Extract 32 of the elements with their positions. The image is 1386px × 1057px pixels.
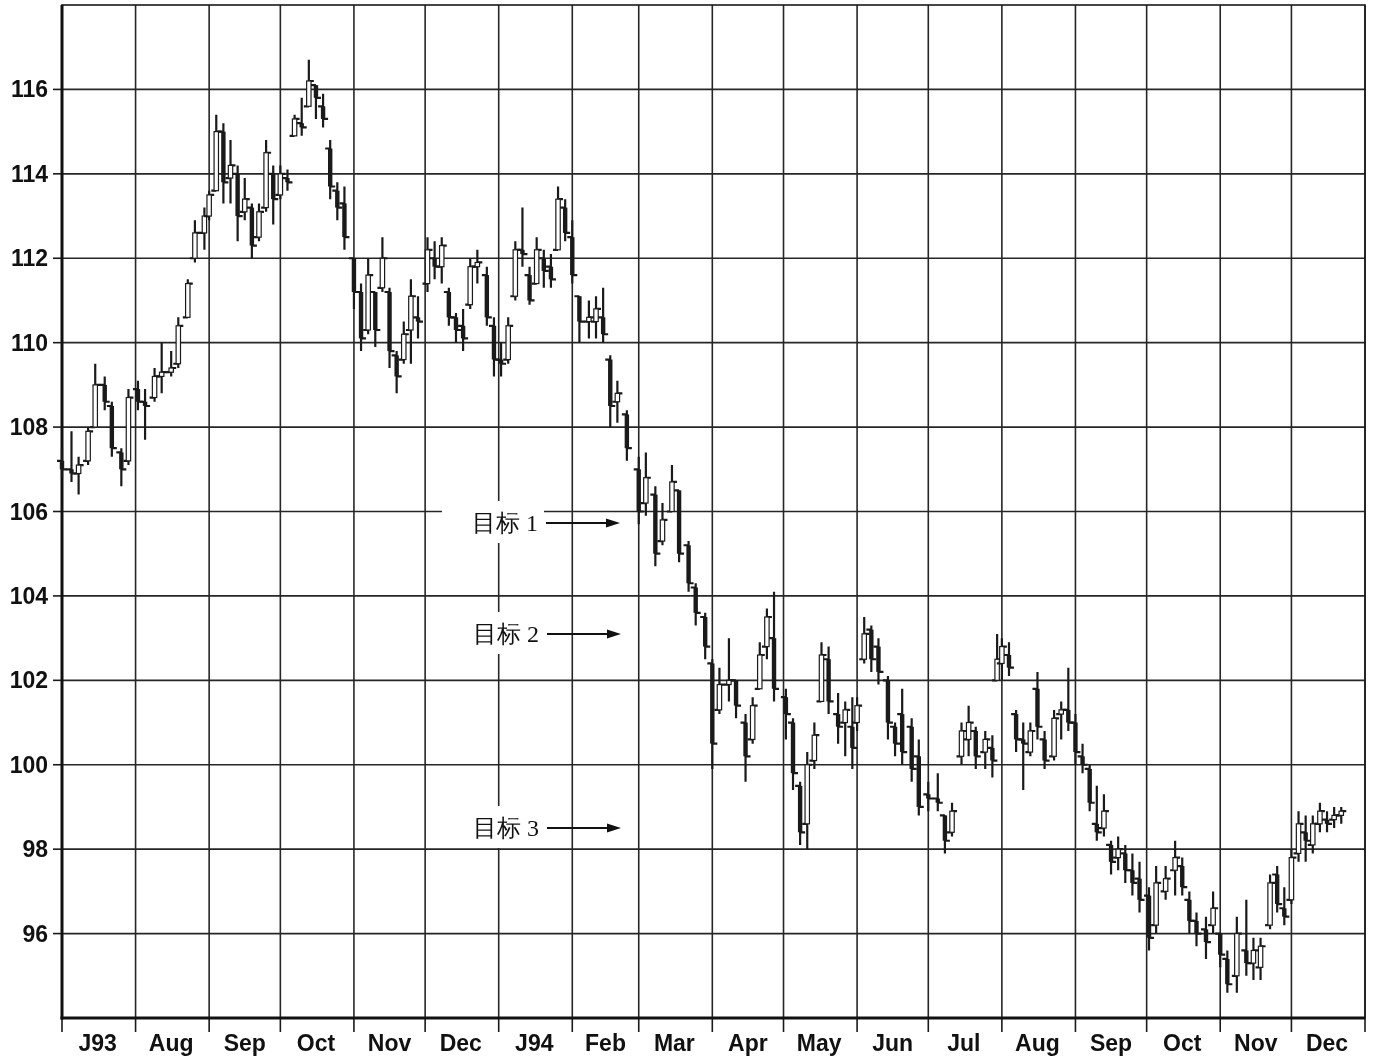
x-tick-label: J94 xyxy=(515,1030,554,1056)
x-tick-label: Feb xyxy=(585,1030,626,1056)
x-tick-label: Mar xyxy=(653,1030,695,1056)
y-tick-label: 102 xyxy=(9,667,48,694)
y-tick-label: 108 xyxy=(9,414,49,441)
y-tick-label: 104 xyxy=(9,582,49,609)
x-tick-label: Nov xyxy=(1234,1030,1278,1056)
y-tick-label: 96 xyxy=(22,920,48,947)
x-tick-label: Aug xyxy=(148,1030,194,1056)
annotation: 目标 1 xyxy=(472,510,538,536)
y-tick-label: 114 xyxy=(10,160,49,187)
x-tick-label: Dec xyxy=(1305,1030,1349,1056)
x-tick-label: Jul xyxy=(947,1030,981,1056)
annotation: 目标 2 xyxy=(473,621,539,647)
x-tick-label: Sep xyxy=(223,1030,266,1056)
x-tick-label: Oct xyxy=(296,1030,336,1056)
x-tick-label: J93 xyxy=(78,1030,117,1056)
y-tick-label: 98 xyxy=(22,836,49,863)
y-tick-label: 106 xyxy=(9,498,48,525)
y-tick-label: 110 xyxy=(10,329,48,356)
x-tick-label: Jun xyxy=(872,1030,914,1056)
annotation: 目标 3 xyxy=(473,815,539,841)
x-tick-label: May xyxy=(796,1030,842,1056)
x-tick-label: Apr xyxy=(728,1030,768,1056)
y-tick-label: 112 xyxy=(10,245,48,272)
x-tick-label: Oct xyxy=(1163,1030,1202,1056)
x-tick-label: Nov xyxy=(367,1030,412,1056)
x-tick-label: Dec xyxy=(439,1030,483,1056)
y-tick-label: 116 xyxy=(10,76,48,103)
y-tick-label: 100 xyxy=(9,751,48,778)
x-tick-label: Sep xyxy=(1089,1030,1133,1056)
x-tick-label: Aug xyxy=(1015,1030,1060,1056)
